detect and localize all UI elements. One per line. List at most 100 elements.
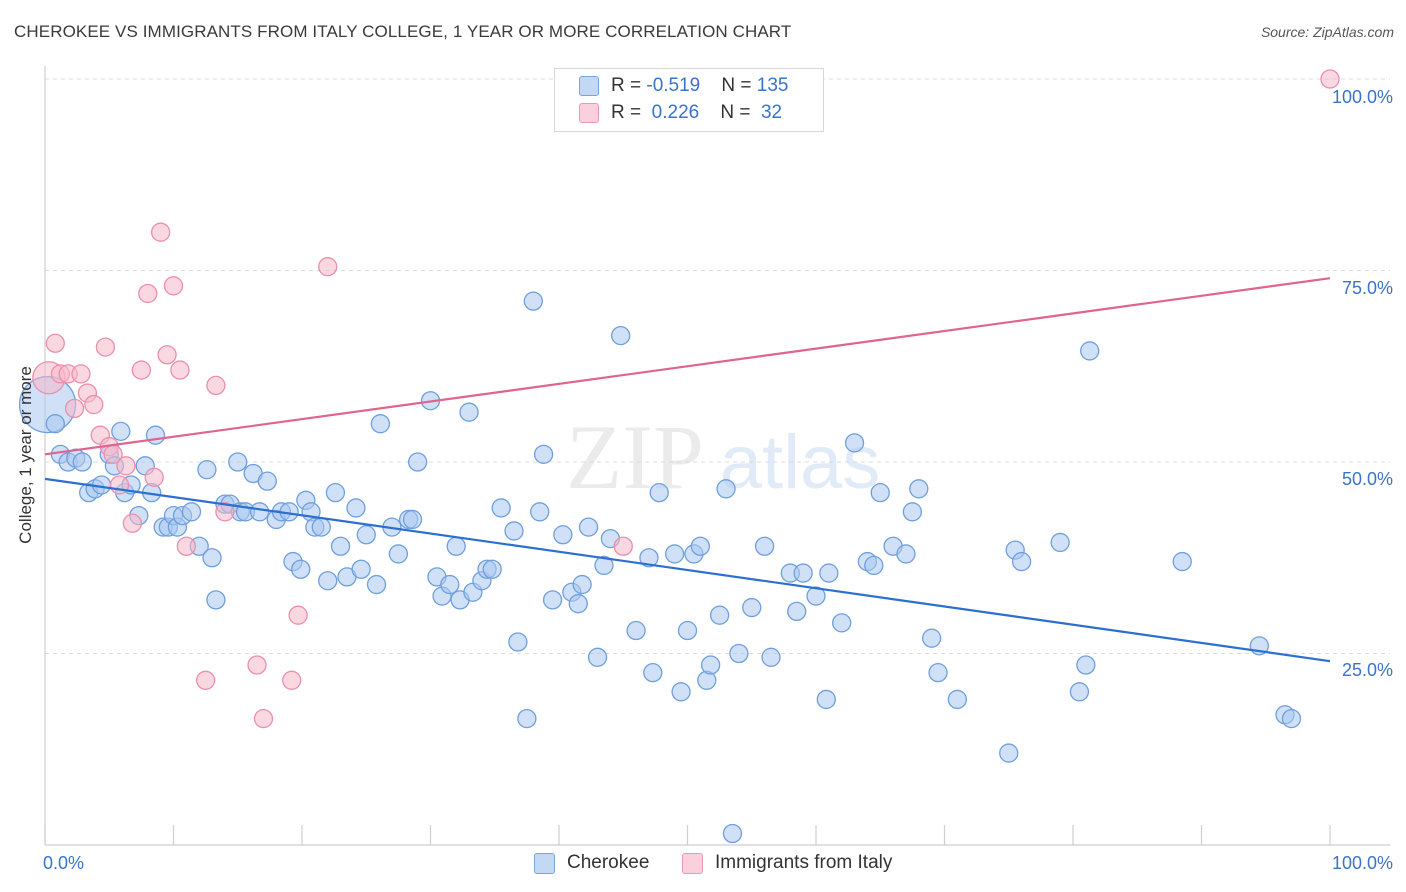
data-point [611, 325, 631, 346]
data-point [45, 414, 65, 434]
data-point [896, 544, 916, 564]
data-point [311, 517, 331, 537]
data-point [482, 559, 502, 579]
data-point [228, 452, 248, 472]
data-point [999, 743, 1019, 763]
y-axis-label: College, 1 year or more [16, 366, 35, 544]
data-point [729, 643, 749, 664]
legend-swatch-italy [682, 852, 703, 874]
series-cherokee-points [18, 291, 1302, 844]
data-point [318, 571, 338, 591]
data-point [407, 452, 428, 472]
data-point [504, 521, 524, 541]
data-point [1076, 655, 1096, 675]
data-point [318, 257, 338, 277]
data-point [594, 555, 614, 576]
data-point [677, 620, 698, 641]
data-point [215, 502, 235, 522]
legend-stats-cherokee: R = -0.519 N = 135 [611, 75, 789, 96]
data-point [626, 620, 646, 641]
trend-lines [44, 277, 1331, 663]
data-point [170, 360, 190, 380]
data-point [71, 364, 91, 384]
data-point [366, 574, 387, 595]
data-point [578, 517, 599, 537]
data-point [131, 360, 152, 380]
data-point [370, 414, 391, 434]
data-point [459, 402, 479, 422]
data-point [1011, 551, 1032, 572]
data-point [440, 574, 460, 595]
data-point [754, 536, 775, 556]
data-point [1172, 551, 1192, 572]
data-point [542, 590, 563, 610]
y-tick-50: 50.0% [1341, 469, 1393, 489]
data-point [249, 502, 270, 522]
legend-stats-italy: R = 0.226 N = 32 [611, 102, 783, 123]
watermark-atlas: atlas [720, 420, 881, 505]
data-point [64, 398, 85, 419]
data-point [163, 276, 184, 296]
legend-row-italy: R = 0.226 N = 32 [555, 100, 823, 126]
data-point [690, 536, 710, 556]
data-point [197, 460, 217, 480]
data-point [346, 498, 366, 518]
data-point [530, 502, 550, 522]
legend-label-cherokee: Cherokee [567, 852, 650, 873]
trend-line-italy [44, 277, 1331, 456]
axes [44, 66, 1390, 846]
data-point [356, 525, 376, 545]
data-point [508, 632, 528, 652]
data-point [742, 597, 762, 618]
data-point [45, 333, 65, 353]
data-point [138, 283, 158, 304]
x-tick-0: 0.0% [43, 853, 85, 873]
legend-label-italy: Immigrants from Italy [715, 852, 893, 873]
data-point [111, 421, 131, 442]
data-point [1080, 341, 1100, 361]
data-point [517, 708, 537, 729]
data-point [649, 482, 669, 503]
data-point [150, 222, 171, 242]
data-point [806, 586, 826, 606]
data-point [533, 444, 554, 464]
x-tick-100: 100.0% [1331, 853, 1393, 873]
data-point [202, 548, 222, 568]
data-point [206, 375, 226, 396]
data-point [832, 613, 852, 633]
data-point [722, 823, 743, 844]
data-point [144, 467, 164, 487]
data-point [793, 563, 813, 583]
data-point [844, 433, 865, 453]
data-point [1281, 708, 1302, 729]
data-point [553, 525, 573, 545]
data-point [902, 502, 923, 522]
gridlines [45, 78, 1390, 654]
data-point [253, 708, 274, 729]
data-point [116, 456, 136, 476]
data-point [325, 482, 346, 503]
data-point [176, 536, 197, 556]
data-point [709, 605, 730, 625]
legend-swatch-cherokee [579, 76, 599, 96]
data-point [291, 559, 311, 579]
data-point [716, 479, 736, 499]
data-point [1050, 532, 1070, 553]
data-point [247, 655, 267, 675]
data-point [84, 394, 104, 415]
data-point [181, 502, 202, 522]
y-tick-25: 25.0% [1341, 660, 1393, 680]
watermark-zip: ZIP [566, 406, 704, 508]
data-point [700, 655, 721, 675]
legend-item-italy: Immigrants from Italy [682, 852, 892, 874]
data-point [330, 536, 351, 556]
data-point [282, 670, 302, 690]
data-point [145, 425, 166, 445]
data-point [572, 574, 592, 595]
data-point [587, 647, 608, 667]
data-point [288, 605, 308, 625]
data-point [257, 471, 277, 491]
data-point [928, 663, 948, 683]
data-point [568, 594, 588, 614]
